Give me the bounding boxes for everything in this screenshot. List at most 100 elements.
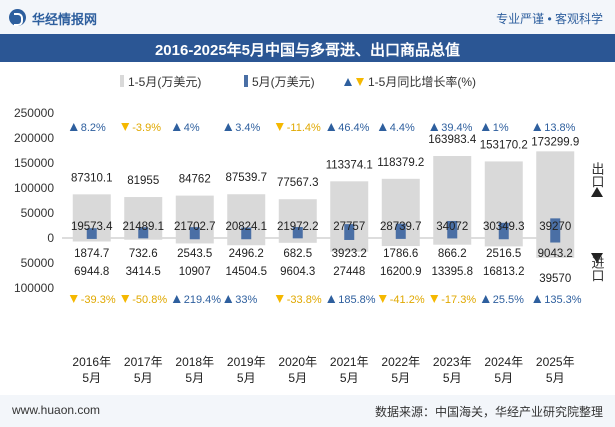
import-cumulative-label: 27448 — [333, 266, 365, 278]
y-tick-label: 200000 — [14, 131, 54, 145]
export-monthly-bar — [189, 227, 200, 238]
export-monthly-bar — [447, 220, 458, 238]
y-tick-label: 100000 — [14, 281, 54, 295]
export-arrow-icon — [591, 187, 603, 197]
growth-up-icon — [327, 123, 336, 131]
export-cumulative-label: 77567.3 — [277, 177, 319, 189]
export-growth-label: 13.8% — [544, 122, 575, 134]
export-cumulative-label: 113374.1 — [326, 159, 373, 171]
growth-up-icon — [378, 123, 387, 131]
footer: www.huaon.com 数据来源：中国海关，华经产业研究院整理 — [0, 395, 615, 427]
import-cumulative-label: 3414.5 — [126, 266, 161, 278]
legend-label-cumulative: 1-5月(万美元) — [128, 75, 201, 89]
x-tick-label-year: 2017年 — [124, 355, 163, 369]
export-monthly-bar — [241, 227, 252, 238]
export-cumulative-label: 173299.9 — [531, 136, 579, 148]
x-tick-label-month: 5月 — [391, 371, 410, 385]
import-cumulative-bar — [72, 238, 111, 242]
import-cumulative-label: 9604.3 — [280, 266, 315, 278]
export-growth-label: -3.9% — [132, 122, 161, 134]
import-monthly-label: 9043.2 — [538, 248, 573, 260]
import-growth-label: 219.4% — [184, 294, 222, 306]
import-cumulative-label: 16200.9 — [380, 266, 422, 278]
import-cumulative-label: 39570 — [539, 273, 571, 285]
export-cumulative-label: 163983.4 — [428, 134, 477, 146]
export-monthly-bar — [344, 224, 355, 238]
export-monthly-label: 20824.1 — [225, 221, 267, 233]
import-cumulative-bar — [124, 238, 163, 240]
top-banner: 华经情报网 专业严谨 • 客观科学 — [0, 0, 615, 34]
import-cumulative-label: 6944.8 — [74, 266, 109, 278]
x-tick-label-year: 2019年 — [227, 355, 266, 369]
export-monthly-label: 28739.7 — [380, 221, 422, 233]
export-monthly-label: 21972.2 — [277, 221, 319, 233]
growth-down-icon — [69, 295, 78, 303]
growth-up-icon — [430, 123, 439, 131]
import-cumulative-label: 10907 — [179, 266, 211, 278]
growth-down-icon — [121, 123, 130, 131]
x-tick-label-month: 5月 — [443, 371, 462, 385]
website-link[interactable]: www.huaon.com — [12, 403, 101, 417]
growth-up-icon — [224, 123, 233, 131]
legend-swatch-monthly — [244, 75, 248, 87]
legend-down-triangle-icon — [356, 78, 364, 86]
import-monthly-label: 2496.2 — [229, 248, 264, 260]
brand-logo-icon — [9, 9, 26, 26]
legend-up-triangle-icon — [344, 78, 352, 86]
import-monthly-label: 2543.5 — [177, 248, 212, 260]
import-cumulative-bar — [433, 238, 472, 245]
chart-title: 2016-2025年5月中国与多哥进、出口商品总值 — [154, 42, 461, 59]
growth-down-icon — [121, 295, 130, 303]
y-tick-label: 100000 — [14, 181, 54, 195]
export-growth-label: 46.4% — [338, 122, 369, 134]
import-cumulative-label: 14504.5 — [225, 266, 267, 278]
x-tick-label-year: 2018年 — [175, 355, 214, 369]
import-growth-label: -17.3% — [441, 294, 476, 306]
x-tick-label-month: 5月 — [546, 371, 565, 385]
growth-down-icon — [378, 295, 387, 303]
import-growth-label: 185.8% — [338, 294, 376, 306]
x-tick-label-month: 5月 — [134, 371, 153, 385]
growth-up-icon — [533, 123, 542, 131]
x-tick-label-year: 2025年 — [536, 355, 575, 369]
x-tick-label-month: 5月 — [340, 371, 359, 385]
growth-up-icon — [172, 295, 181, 303]
y-tick-label: 250000 — [14, 106, 54, 120]
import-growth-label: 25.5% — [493, 294, 524, 306]
import-monthly-label: 732.6 — [129, 248, 158, 260]
import-monthly-label: 1786.6 — [383, 248, 418, 260]
export-monthly-bar — [498, 222, 509, 238]
growth-up-icon — [172, 123, 181, 131]
import-growth-label: -50.8% — [132, 294, 167, 306]
export-growth-label: 3.4% — [235, 122, 260, 134]
export-monthly-bar — [550, 218, 561, 238]
export-growth-label: 4% — [184, 122, 200, 134]
import-cumulative-label: 13395.8 — [431, 266, 473, 278]
import-cumulative-bar — [484, 238, 523, 247]
brand-name: 华经情报网 — [32, 12, 98, 27]
import-cumulative-bar — [175, 238, 214, 244]
y-tick-label: 50000 — [21, 256, 55, 270]
import-monthly-label: 1874.7 — [74, 248, 109, 260]
export-monthly-label: 27757 — [333, 221, 365, 233]
export-cumulative-label: 87310.1 — [71, 172, 113, 184]
export-monthly-label: 19573.4 — [71, 221, 113, 233]
import-arrow-icon — [591, 253, 603, 263]
growth-up-icon — [327, 295, 336, 303]
import-cumulative-bar — [278, 238, 317, 243]
tagline: 专业严谨 • 客观科学 — [496, 12, 603, 26]
export-cumulative-label: 84762 — [179, 174, 211, 186]
growth-up-icon — [481, 295, 490, 303]
legend-label-monthly: 5月(万美元) — [252, 75, 315, 89]
import-growth-label: -41.2% — [390, 294, 425, 306]
growth-down-icon — [275, 123, 284, 131]
x-tick-label-year: 2022年 — [381, 355, 420, 369]
x-tick-label-month: 5月 — [82, 371, 101, 385]
import-growth-label: 135.3% — [544, 294, 582, 306]
export-cumulative-label: 81955 — [127, 175, 159, 187]
growth-down-icon — [430, 295, 439, 303]
import-growth-label: -39.3% — [81, 294, 116, 306]
export-monthly-bar — [395, 223, 406, 238]
x-tick-label-month: 5月 — [237, 371, 256, 385]
export-monthly-label: 21489.1 — [122, 221, 164, 233]
